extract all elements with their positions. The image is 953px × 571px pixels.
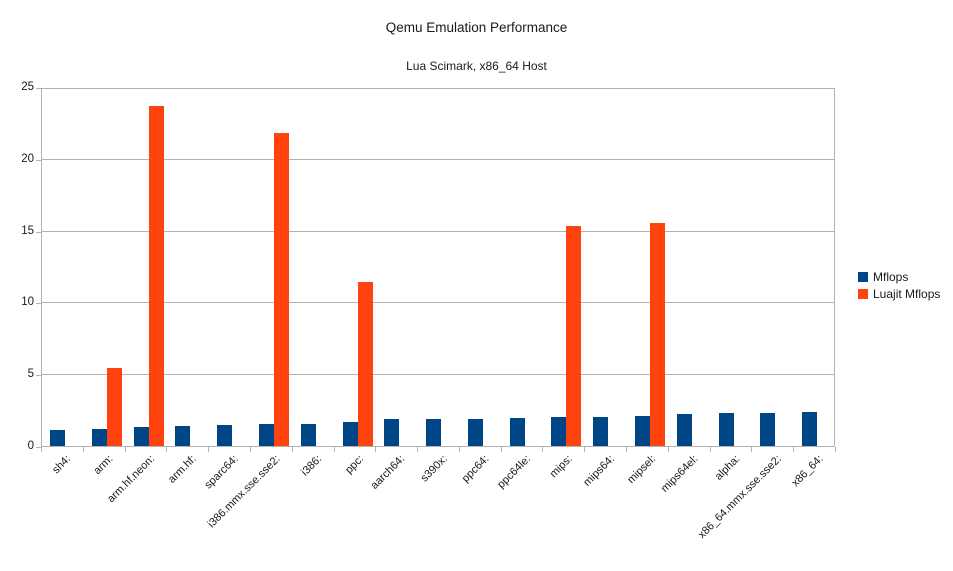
mflops-swatch-icon bbox=[858, 272, 868, 282]
x-label-ppc: ppc: bbox=[342, 453, 366, 477]
x-tick-mark-6 bbox=[291, 447, 293, 452]
x-tick-mark-8 bbox=[375, 447, 377, 452]
bar-mflops-ppc bbox=[342, 422, 358, 446]
bar-luajit-arm bbox=[106, 368, 122, 446]
chart-subtitle: Lua Scimark, x86_64 Host bbox=[406, 59, 547, 73]
x-label-sparc64: sparc64: bbox=[202, 453, 241, 492]
x-tick-mark-1 bbox=[82, 447, 84, 452]
y-tick-label-0: 0 bbox=[27, 440, 34, 452]
bar-mflops-i386 bbox=[300, 423, 316, 446]
bar-luajit-ppc bbox=[357, 282, 373, 446]
x-tick-mark-3 bbox=[166, 447, 168, 452]
y-tick-mark-15 bbox=[36, 231, 41, 233]
y-tick-label-15: 15 bbox=[21, 224, 34, 237]
x-tick-mark-17 bbox=[751, 447, 753, 452]
x-label-sh4: sh4: bbox=[50, 453, 74, 477]
y-tick-label-5: 5 bbox=[27, 368, 34, 381]
bar-mflops-mips64el bbox=[676, 414, 692, 446]
x-tick-mark-14 bbox=[626, 447, 628, 452]
x-label-x86_64: x86_64: bbox=[789, 453, 826, 490]
x-tick-mark-2 bbox=[124, 447, 126, 452]
bar-mflops-arm bbox=[91, 428, 107, 446]
x-tick-mark-9 bbox=[417, 447, 419, 452]
x-tick-mark-5 bbox=[249, 447, 251, 452]
x-tick-mark-13 bbox=[584, 447, 586, 452]
x-tick-mark-11 bbox=[500, 447, 502, 452]
bar-mflops-sparc64 bbox=[217, 425, 233, 446]
bar-mflops-mipsel bbox=[635, 415, 651, 446]
x-tick-mark-16 bbox=[709, 447, 711, 452]
x-label-mipsel: mipsel: bbox=[625, 453, 659, 487]
bar-mflops-ppc64le bbox=[509, 418, 525, 446]
x-label-mips: mips: bbox=[547, 453, 575, 481]
gridline-20 bbox=[42, 158, 834, 160]
bar-mflops-i386-mmx-sse-sse2 bbox=[258, 424, 274, 446]
bar-mflops-x86_64-mmx-sse-sse2 bbox=[760, 412, 776, 446]
x-tick-mark-19 bbox=[835, 447, 836, 452]
gridline-15 bbox=[42, 230, 834, 232]
bar-luajit-mipsel bbox=[650, 223, 666, 446]
x-label-arm-hf: arm.hf: bbox=[166, 453, 199, 486]
y-tick-mark-5 bbox=[36, 375, 41, 377]
luajit-mflops-swatch-icon bbox=[858, 289, 868, 299]
bar-mflops-arm-hf bbox=[175, 425, 191, 446]
x-label-x86_64-mmx-sse-sse2: x86_64.mmx.sse.sse2: bbox=[695, 453, 784, 542]
y-tick-mark-10 bbox=[36, 303, 41, 305]
bar-luajit-arm-hf-neon bbox=[148, 105, 164, 446]
x-tick-mark-0 bbox=[41, 447, 42, 452]
y-tick-label-10: 10 bbox=[21, 296, 34, 309]
x-tick-mark-4 bbox=[208, 447, 210, 452]
x-label-aarch64: aarch64: bbox=[368, 453, 408, 492]
plot-area bbox=[41, 88, 835, 447]
bar-mflops-aarch64 bbox=[384, 419, 400, 446]
y-tick-mark-0 bbox=[36, 447, 41, 448]
x-label-alpha: alpha: bbox=[712, 453, 743, 483]
bar-mflops-mips bbox=[551, 417, 567, 446]
bar-mflops-sh4 bbox=[50, 430, 65, 446]
x-tick-mark-12 bbox=[542, 447, 544, 452]
y-tick-label-25: 25 bbox=[21, 81, 34, 93]
x-label-mips64el: mips64el: bbox=[658, 453, 701, 495]
legend-item-luajit-mflops: Luajit Mflops bbox=[858, 288, 940, 300]
y-tick-mark-20 bbox=[36, 159, 41, 161]
bar-mflops-s390x bbox=[426, 419, 442, 446]
legend-label-luajit-mflops: Luajit Mflops bbox=[873, 287, 941, 301]
bar-mflops-arm-hf-neon bbox=[133, 427, 149, 446]
x-label-i386: i386: bbox=[298, 453, 325, 479]
x-label-ppc64: ppc64: bbox=[459, 453, 492, 485]
legend-label-mflops: Mflops bbox=[873, 270, 909, 284]
bar-luajit-i386-mmx-sse-sse2 bbox=[273, 132, 289, 446]
x-tick-mark-18 bbox=[793, 447, 795, 452]
legend-item-mflops: Mflops bbox=[858, 271, 940, 283]
x-label-arm: arm: bbox=[91, 453, 116, 478]
x-label-s390x: s390x: bbox=[418, 453, 450, 485]
x-label-i386-mmx-sse-sse2: i386.mmx.sse.sse2: bbox=[205, 453, 283, 531]
chart-title: Qemu Emulation Performance bbox=[385, 20, 568, 35]
x-tick-mark-10 bbox=[458, 447, 460, 452]
y-tick-mark-25 bbox=[36, 88, 41, 89]
x-tick-mark-7 bbox=[333, 447, 335, 452]
bar-mflops-ppc64 bbox=[467, 418, 483, 446]
x-label-ppc64le: ppc64le: bbox=[495, 453, 534, 491]
bar-luajit-mips bbox=[566, 226, 582, 446]
y-tick-label-20: 20 bbox=[21, 152, 34, 165]
bar-mflops-alpha bbox=[718, 412, 734, 446]
x-tick-mark-15 bbox=[667, 447, 669, 452]
gridline-5 bbox=[42, 374, 834, 376]
x-label-mips64: mips64: bbox=[580, 453, 617, 489]
gridline-10 bbox=[42, 302, 834, 304]
bar-mflops-x86_64 bbox=[802, 411, 818, 446]
legend: Mflops Luajit Mflops bbox=[858, 271, 940, 305]
bar-mflops-mips64 bbox=[593, 416, 609, 446]
